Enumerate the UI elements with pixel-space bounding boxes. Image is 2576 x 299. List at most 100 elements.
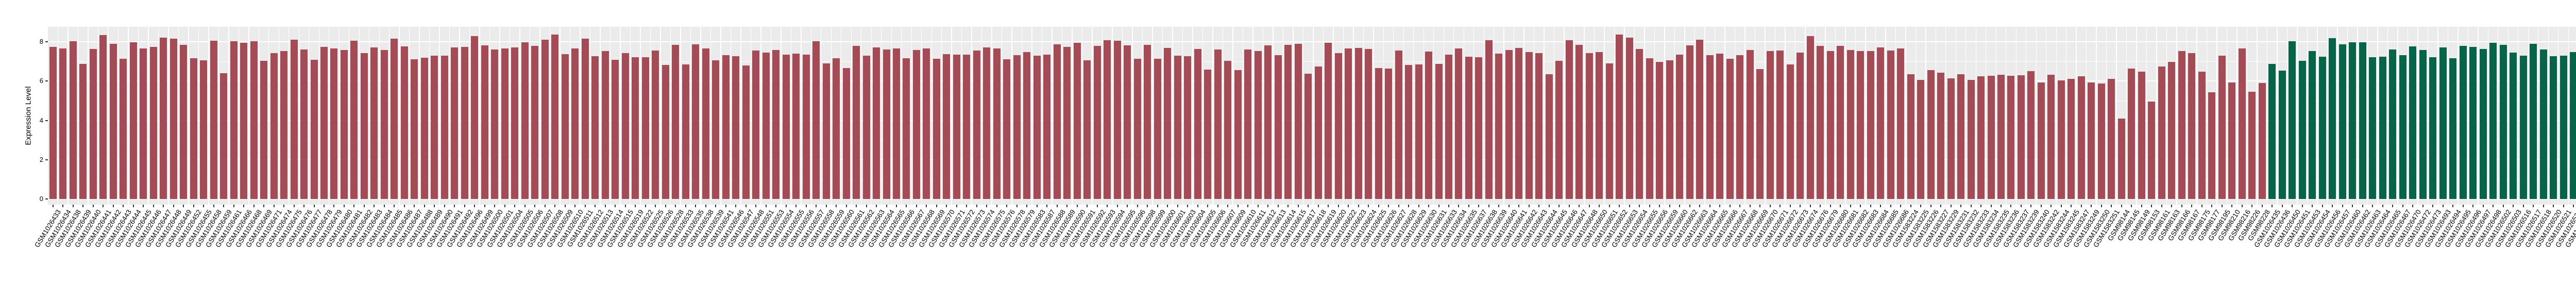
gridline-vertical — [2106, 27, 2107, 205]
gridline-vertical — [449, 27, 450, 205]
gridline-vertical — [1815, 27, 1816, 205]
gridline-vertical — [760, 27, 761, 205]
bar-GSM1026598 — [1144, 44, 1151, 199]
bar-GSM1026523 — [2569, 52, 2576, 199]
bar-GSM1026684 — [1877, 47, 1885, 199]
x-tick-mark — [1358, 205, 1359, 207]
x-tick-mark — [1528, 205, 1530, 207]
bar-GSM1026478 — [320, 46, 328, 199]
bar-GSM1026465 — [2389, 49, 2397, 199]
x-tick-mark — [705, 205, 706, 207]
x-tick-mark — [1297, 205, 1299, 207]
bar-GSM1026556 — [802, 55, 810, 199]
gridline-vertical — [1694, 27, 1696, 205]
y-tick-mark — [45, 80, 48, 82]
x-tick-mark — [816, 205, 817, 207]
gridline-vertical — [2347, 27, 2348, 205]
bar-GSM1026624 — [1365, 49, 1372, 199]
gridline-vertical — [1122, 27, 1123, 205]
x-tick-mark — [2321, 205, 2323, 207]
gridline-vertical — [931, 27, 932, 205]
gridline-vertical — [710, 27, 711, 205]
x-tick-mark — [876, 205, 877, 207]
x-tick-mark — [775, 205, 777, 207]
x-tick-mark — [223, 205, 225, 207]
bar-GSM1583232 — [1967, 79, 1975, 199]
x-tick-mark — [464, 205, 465, 207]
bar-GSM1026466 — [240, 43, 248, 199]
x-tick-mark — [2332, 205, 2333, 207]
bar-GSM1026451 — [2298, 61, 2306, 199]
gridline-vertical — [2387, 27, 2388, 205]
bar-GSM1026641 — [1515, 47, 1523, 199]
x-tick-mark — [1558, 205, 1560, 207]
bar-GSM1026660 — [1676, 55, 1684, 199]
x-tick-mark — [293, 205, 295, 207]
x-tick-mark — [514, 205, 516, 207]
x-tick-mark — [1448, 205, 1449, 207]
bar-GSM1026509 — [561, 54, 569, 199]
x-tick-mark — [253, 205, 255, 207]
x-tick-mark — [2412, 205, 2414, 207]
bar-GSM1026520 — [2550, 56, 2557, 199]
bar-GSM1026469 — [260, 60, 268, 199]
x-tick-mark — [1649, 205, 1650, 207]
x-tick-mark — [2382, 205, 2383, 207]
x-tick-mark — [886, 205, 887, 207]
bar-GSM1026528 — [672, 44, 680, 199]
bar-GSM1026646 — [1565, 40, 1573, 199]
bar-GSM1026615 — [1294, 44, 1302, 199]
gridline-vertical — [248, 27, 249, 205]
x-tick-mark — [1096, 205, 1098, 207]
x-tick-mark — [2372, 205, 2374, 207]
x-tick-mark — [1870, 205, 1871, 207]
gridline-vertical — [1614, 27, 1615, 205]
bar-GSM1026626 — [1385, 68, 1393, 199]
x-tick-mark — [1287, 205, 1289, 207]
x-tick-mark — [444, 205, 445, 207]
x-tick-mark — [2533, 205, 2534, 207]
bar-GSM1026538 — [702, 48, 709, 199]
gridline-vertical — [1152, 27, 1153, 205]
x-tick-mark — [1478, 205, 1480, 207]
x-tick-mark — [1317, 205, 1319, 207]
bar-GSM1026619 — [1325, 42, 1332, 199]
x-tick-mark — [1659, 205, 1660, 207]
gridline-major — [48, 120, 2576, 121]
x-tick-mark — [1076, 205, 1078, 207]
bar-GSM1026589 — [1063, 46, 1071, 199]
gridline-vertical — [1453, 27, 1454, 205]
x-tick-mark — [273, 205, 275, 207]
x-tick-mark — [1709, 205, 1710, 207]
x-tick-mark — [173, 205, 174, 207]
gridline-vertical — [1162, 27, 1163, 205]
gridline-vertical — [2166, 27, 2167, 205]
bar-GSM1026541 — [722, 55, 730, 199]
bar-GSM1026458 — [210, 41, 217, 199]
x-tick-mark — [2392, 205, 2394, 207]
x-tick-mark — [845, 205, 847, 207]
bar-GSM1026618 — [1314, 67, 1322, 199]
x-tick-mark — [1237, 205, 1239, 207]
bar-GSM1026659 — [1666, 60, 1673, 199]
bar-GSM1026515 — [621, 53, 629, 199]
gridline-vertical — [961, 27, 962, 205]
x-tick-mark — [2171, 205, 2173, 207]
x-tick-mark — [2001, 205, 2002, 207]
x-tick-mark — [112, 205, 114, 207]
x-tick-mark — [52, 205, 54, 207]
x-tick-mark — [132, 205, 134, 207]
gridline-vertical — [228, 27, 229, 205]
x-tick-mark — [2060, 205, 2062, 207]
x-tick-mark — [1679, 205, 1681, 207]
x-tick-mark — [1167, 205, 1168, 207]
x-tick-mark — [1689, 205, 1690, 207]
x-tick-mark — [1147, 205, 1148, 207]
bar-GSM1026670 — [1766, 51, 1774, 199]
bar-GSM1026648 — [1585, 53, 1593, 199]
x-tick-mark — [1127, 205, 1128, 207]
bar-GSM1026601 — [1174, 55, 1181, 199]
bar-GSM1583250 — [2097, 83, 2105, 199]
x-tick-mark — [1107, 205, 1108, 207]
